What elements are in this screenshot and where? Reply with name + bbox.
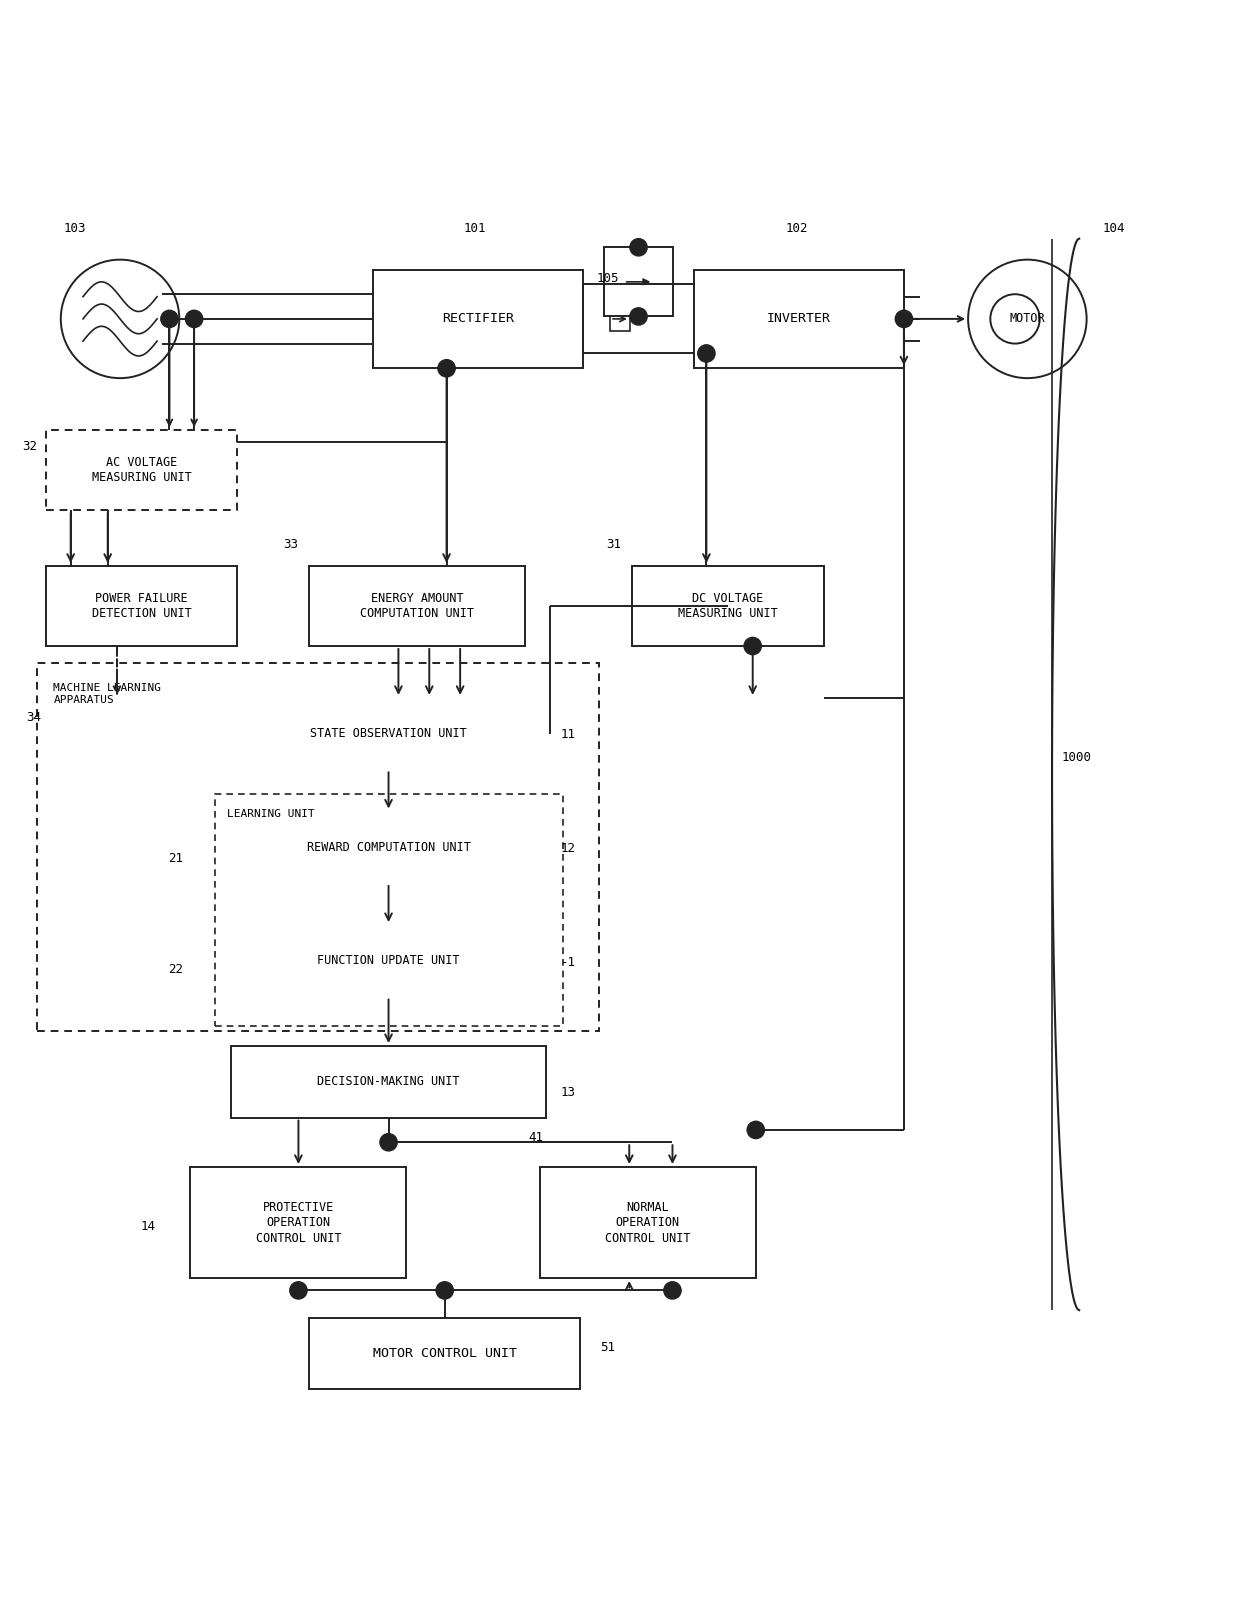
Circle shape bbox=[61, 260, 180, 377]
Text: 21: 21 bbox=[169, 852, 184, 865]
Circle shape bbox=[630, 308, 647, 326]
Circle shape bbox=[991, 294, 1039, 344]
Text: 102: 102 bbox=[785, 223, 807, 235]
Bar bbox=[46, 566, 237, 647]
Bar bbox=[231, 811, 546, 882]
Bar bbox=[231, 1045, 546, 1118]
Bar bbox=[610, 306, 630, 331]
Circle shape bbox=[698, 345, 715, 361]
Text: 14: 14 bbox=[141, 1219, 156, 1232]
Circle shape bbox=[290, 1282, 308, 1298]
Circle shape bbox=[895, 310, 913, 327]
Text: LEARNING UNIT: LEARNING UNIT bbox=[227, 810, 315, 819]
Text: 104: 104 bbox=[1102, 223, 1125, 235]
Text: 31: 31 bbox=[606, 539, 621, 552]
Bar bbox=[231, 924, 546, 997]
Circle shape bbox=[663, 1282, 681, 1298]
Text: AC VOLTAGE
MEASURING UNIT: AC VOLTAGE MEASURING UNIT bbox=[92, 456, 191, 484]
Text: MOTOR: MOTOR bbox=[1009, 313, 1045, 326]
Text: 105: 105 bbox=[596, 271, 619, 284]
Text: 33: 33 bbox=[283, 539, 298, 552]
Bar bbox=[215, 794, 563, 1026]
Text: INVERTER: INVERTER bbox=[768, 313, 831, 326]
Text: 1000: 1000 bbox=[1061, 750, 1091, 763]
Bar bbox=[604, 247, 673, 316]
Text: 41: 41 bbox=[528, 1131, 543, 1144]
Circle shape bbox=[436, 1282, 454, 1298]
Bar bbox=[46, 431, 237, 510]
Text: 12: 12 bbox=[560, 842, 575, 855]
Circle shape bbox=[186, 310, 203, 327]
Bar bbox=[37, 663, 599, 1031]
Text: 11: 11 bbox=[560, 729, 575, 742]
Text: 51: 51 bbox=[600, 1340, 615, 1353]
Text: 13: 13 bbox=[560, 1087, 575, 1100]
Circle shape bbox=[630, 239, 647, 256]
Text: MOTOR CONTROL UNIT: MOTOR CONTROL UNIT bbox=[373, 1347, 517, 1360]
Text: DC VOLTAGE
MEASURING UNIT: DC VOLTAGE MEASURING UNIT bbox=[678, 592, 777, 619]
Text: STATE OBSERVATION UNIT: STATE OBSERVATION UNIT bbox=[310, 727, 467, 740]
Circle shape bbox=[161, 310, 179, 327]
Bar bbox=[632, 566, 823, 647]
Text: NORMAL
OPERATION
CONTROL UNIT: NORMAL OPERATION CONTROL UNIT bbox=[605, 1200, 691, 1245]
Bar bbox=[191, 1166, 407, 1277]
Text: -1: -1 bbox=[560, 955, 575, 968]
Bar bbox=[309, 1318, 580, 1389]
Circle shape bbox=[438, 360, 455, 377]
Text: MACHINE LEARNING
APPARATUS: MACHINE LEARNING APPARATUS bbox=[53, 682, 161, 705]
Circle shape bbox=[744, 637, 761, 655]
Bar bbox=[231, 698, 546, 769]
Text: FUNCTION UPDATE UNIT: FUNCTION UPDATE UNIT bbox=[317, 955, 460, 968]
Bar bbox=[539, 1166, 756, 1277]
Text: 32: 32 bbox=[22, 439, 37, 453]
Bar bbox=[373, 269, 583, 368]
Circle shape bbox=[379, 1134, 397, 1152]
Text: PROTECTIVE
OPERATION
CONTROL UNIT: PROTECTIVE OPERATION CONTROL UNIT bbox=[255, 1200, 341, 1245]
Text: 103: 103 bbox=[63, 223, 86, 235]
Text: 34: 34 bbox=[26, 711, 41, 724]
Bar bbox=[309, 566, 525, 647]
Text: DECISION-MAKING UNIT: DECISION-MAKING UNIT bbox=[317, 1076, 460, 1089]
Text: RECTIFIER: RECTIFIER bbox=[441, 313, 515, 326]
Circle shape bbox=[748, 1121, 764, 1139]
Text: 22: 22 bbox=[169, 963, 184, 976]
Text: REWARD COMPUTATION UNIT: REWARD COMPUTATION UNIT bbox=[306, 840, 470, 853]
Bar bbox=[694, 269, 904, 368]
Text: ENERGY AMOUNT
COMPUTATION UNIT: ENERGY AMOUNT COMPUTATION UNIT bbox=[360, 592, 474, 619]
Text: 101: 101 bbox=[463, 223, 486, 235]
Text: POWER FAILURE
DETECTION UNIT: POWER FAILURE DETECTION UNIT bbox=[92, 592, 191, 619]
Circle shape bbox=[968, 260, 1086, 377]
